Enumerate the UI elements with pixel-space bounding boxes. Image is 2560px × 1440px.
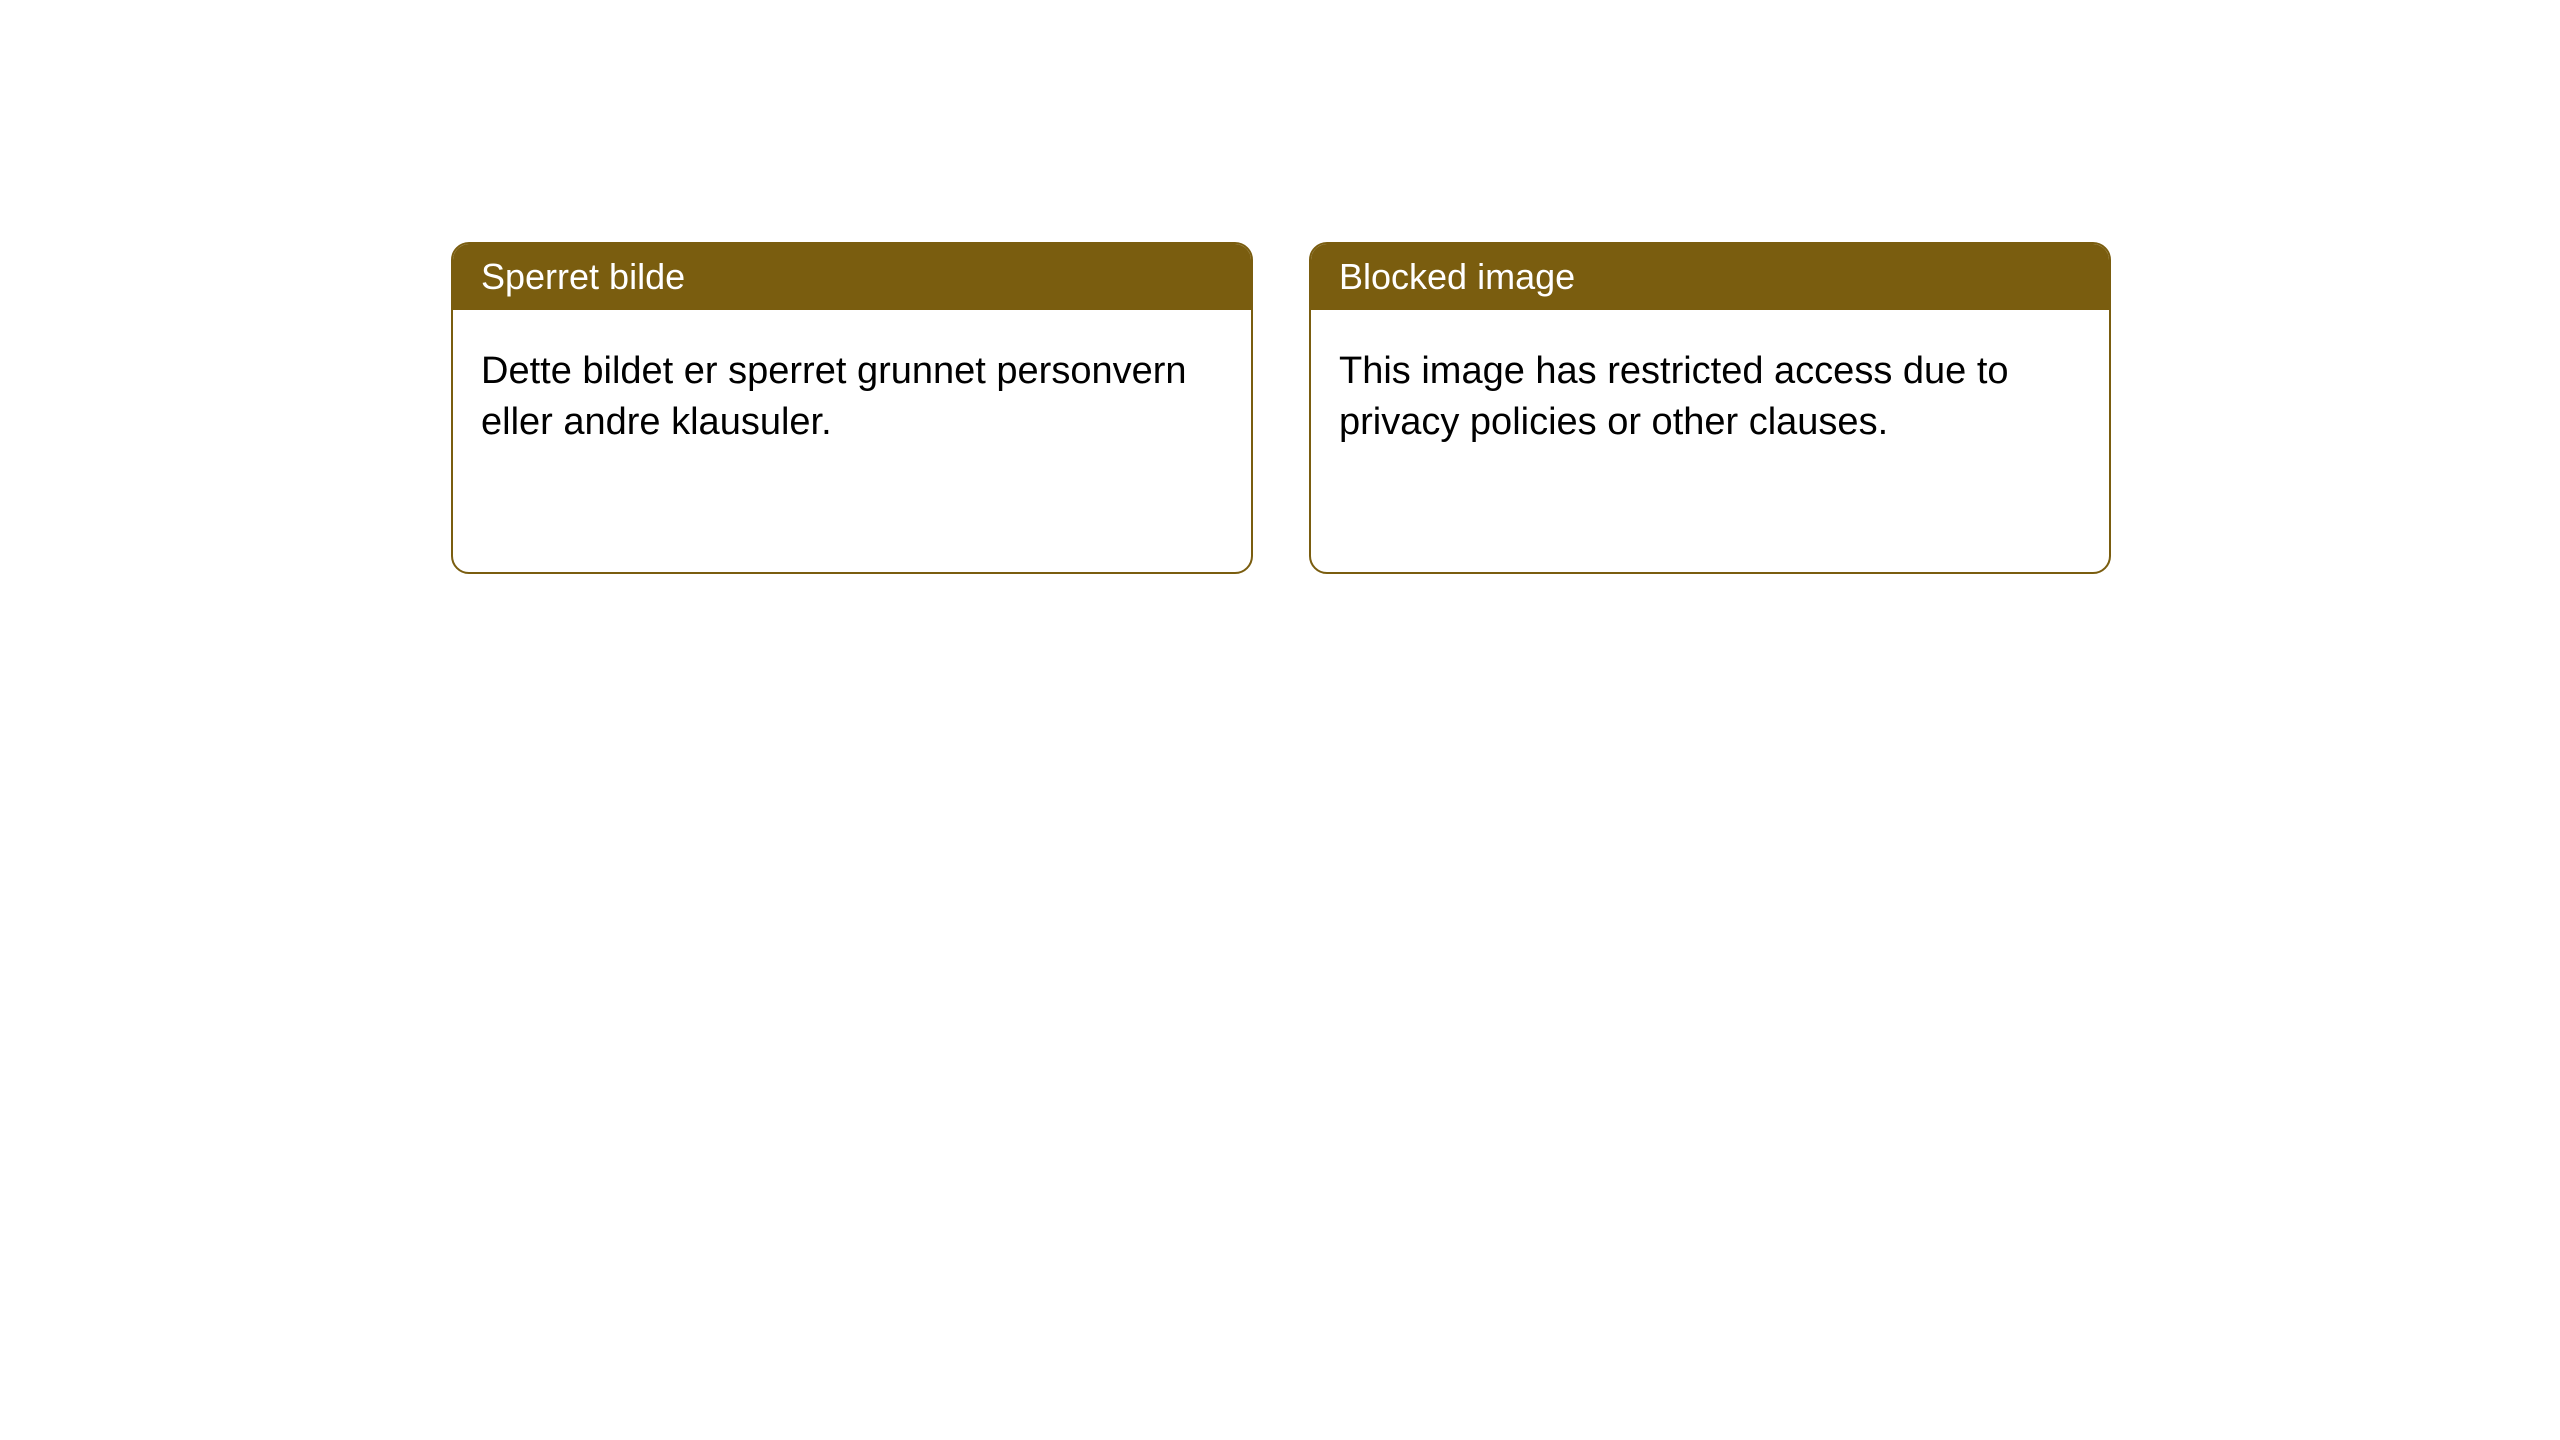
cards-container: Sperret bilde Dette bildet er sperret gr… xyxy=(451,242,2111,574)
card-header: Blocked image xyxy=(1311,244,2109,310)
blocked-image-card-en: Blocked image This image has restricted … xyxy=(1309,242,2111,574)
card-body: Dette bildet er sperret grunnet personve… xyxy=(453,310,1251,485)
card-header: Sperret bilde xyxy=(453,244,1251,310)
card-body: This image has restricted access due to … xyxy=(1311,310,2109,485)
blocked-image-card-no: Sperret bilde Dette bildet er sperret gr… xyxy=(451,242,1253,574)
